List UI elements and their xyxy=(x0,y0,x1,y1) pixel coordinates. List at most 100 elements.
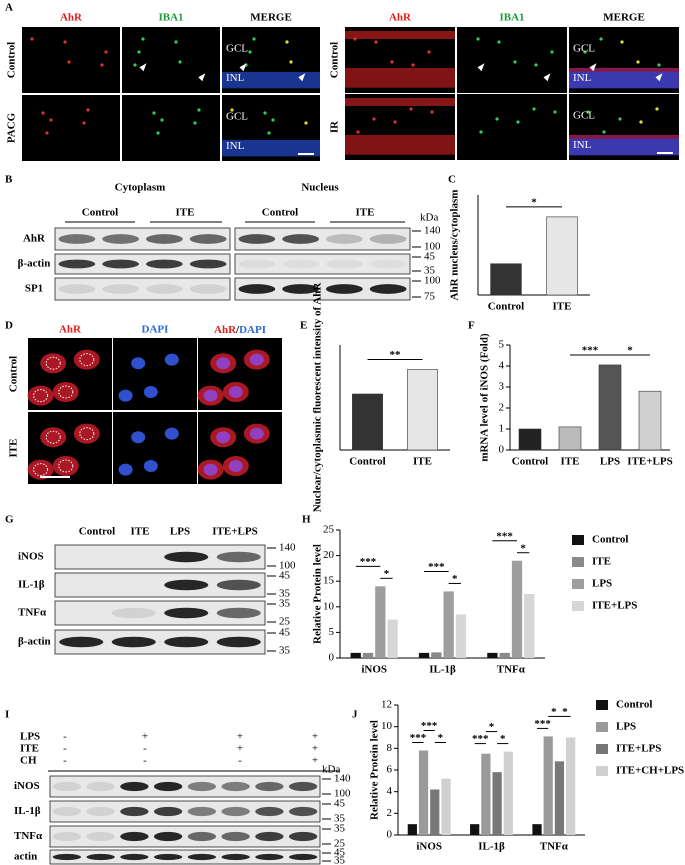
x-tick-label: Control xyxy=(349,456,385,468)
cell-signal xyxy=(304,121,308,125)
kda-marker: 35 xyxy=(279,588,291,600)
legend-label: LPS xyxy=(592,578,612,590)
band xyxy=(153,806,183,817)
layer-label: GCL xyxy=(226,110,248,122)
micrograph xyxy=(457,94,567,160)
kda-marker: 100 xyxy=(279,560,296,572)
cell-signal xyxy=(390,60,394,64)
significance-label: *** xyxy=(428,561,445,573)
band xyxy=(120,806,149,817)
channel-header: AhR xyxy=(389,12,412,24)
y-tick-label: 12 xyxy=(381,699,392,711)
significance-label: * xyxy=(438,732,444,744)
nucleus xyxy=(143,460,158,472)
bar xyxy=(554,761,565,835)
band xyxy=(326,234,363,244)
cell-signal xyxy=(45,131,49,135)
treatment-sign: + xyxy=(312,743,318,755)
cell-signal xyxy=(636,60,640,64)
legend-label: Control xyxy=(592,534,628,546)
band xyxy=(52,781,82,792)
cell-signal xyxy=(285,40,289,44)
nucleus-outline xyxy=(58,385,74,399)
bar xyxy=(481,753,491,835)
y-tick-label: 1 xyxy=(499,423,505,435)
bar xyxy=(431,652,442,658)
y-tick-label: 0 xyxy=(329,652,335,664)
cell-signal xyxy=(532,107,536,111)
legend-swatch xyxy=(596,744,608,754)
layer-label: INL xyxy=(226,72,245,84)
y-tick-label: 4 xyxy=(387,785,393,797)
nucleus xyxy=(164,353,179,366)
treatment-sign: + xyxy=(237,743,243,755)
band xyxy=(111,636,156,648)
significance-label: *** xyxy=(360,556,377,568)
bar xyxy=(490,263,522,296)
bar xyxy=(543,736,553,835)
bar xyxy=(407,369,438,451)
significance-label: * xyxy=(500,733,506,745)
channel-header-part: AhR xyxy=(214,324,237,336)
blot xyxy=(234,227,411,251)
treatment-sign: + xyxy=(237,731,243,743)
arrowhead xyxy=(543,73,551,82)
cell-signal xyxy=(495,117,499,121)
cell-signal xyxy=(479,130,483,134)
kda-marker: 35 xyxy=(334,813,346,825)
nucleus xyxy=(228,386,243,398)
band xyxy=(86,806,115,817)
lane-label: LPS xyxy=(170,526,190,538)
cell-signal xyxy=(49,118,53,122)
cell-signal xyxy=(174,40,178,44)
stain xyxy=(345,31,455,39)
cell-signal xyxy=(197,108,201,112)
cell-signal xyxy=(356,130,360,134)
y-tick-label: 2 xyxy=(499,402,505,414)
panel-letter: D xyxy=(5,320,13,332)
bar xyxy=(532,824,542,835)
y-tick-label: 0 xyxy=(387,829,393,841)
bar xyxy=(362,652,374,658)
cell-signal xyxy=(82,121,86,125)
micrograph xyxy=(22,95,120,161)
y-tick-label: 6 xyxy=(387,764,393,776)
band xyxy=(58,284,96,294)
cell-signal xyxy=(353,37,357,41)
cell-signal xyxy=(409,107,413,111)
band xyxy=(146,284,183,294)
band xyxy=(189,259,227,269)
group-label: Control xyxy=(262,207,298,219)
band xyxy=(288,831,318,842)
band xyxy=(86,853,115,861)
band xyxy=(58,259,96,269)
row-label: Control xyxy=(6,42,18,78)
cell-signal xyxy=(104,50,108,54)
panel-letter: G xyxy=(5,514,14,526)
row-label: IL-1β xyxy=(14,805,41,817)
band xyxy=(282,284,319,294)
significance-label: * xyxy=(562,706,568,718)
band xyxy=(221,806,250,817)
lane-label: Control xyxy=(79,526,115,538)
kda-marker: 45 xyxy=(424,251,436,263)
channel-header: IBA1 xyxy=(158,12,183,24)
legend-label: ITE+LPS xyxy=(616,743,661,755)
nucleus xyxy=(203,389,218,402)
y-tick-label: 2 xyxy=(387,807,393,819)
band xyxy=(146,234,183,244)
cell-signal xyxy=(267,131,271,135)
lane-label: ITE xyxy=(131,526,150,538)
band xyxy=(221,781,250,792)
band xyxy=(153,781,183,792)
band xyxy=(187,831,217,842)
scale-bar xyxy=(298,153,314,155)
bar xyxy=(492,772,502,835)
band xyxy=(102,284,139,294)
treatment-sign: - xyxy=(63,731,67,743)
band xyxy=(58,234,96,244)
significance-label: *** xyxy=(410,732,427,744)
nucleus xyxy=(131,431,146,444)
row-label: iNOS xyxy=(14,780,40,792)
